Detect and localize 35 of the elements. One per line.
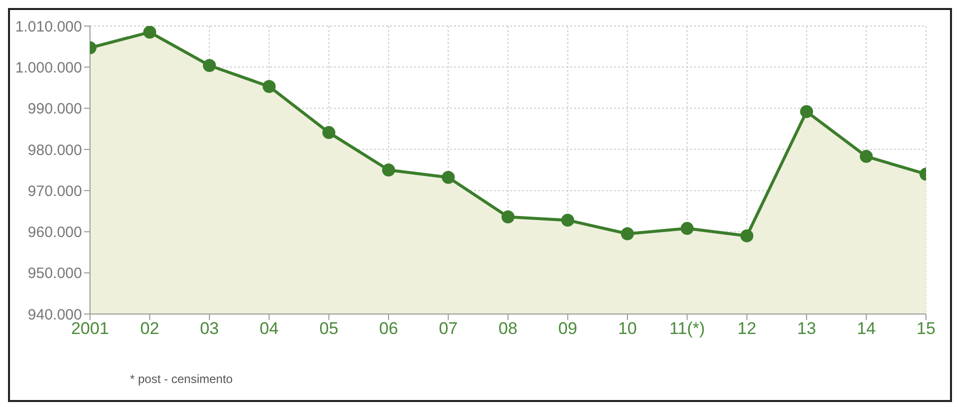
x-tick-label: 08 <box>498 319 518 338</box>
text: * post - censimento <box>130 372 233 386</box>
x-tick-label: 14 <box>856 319 876 338</box>
point <box>740 229 754 242</box>
x-tick-label: 09 <box>558 319 578 338</box>
x-tick-label: 12 <box>737 319 756 338</box>
x-tick-label: 15 <box>916 319 936 338</box>
y-tick-label: 1.010.000 <box>15 18 82 36</box>
x-tick-label: 11(*) <box>669 319 705 338</box>
x-tick-label: 05 <box>319 319 338 338</box>
y-tick-label: 950.000 <box>28 265 82 282</box>
point <box>620 227 634 240</box>
point <box>143 26 156 39</box>
point <box>382 164 396 176</box>
y-tick-label: 1.000.000 <box>15 59 82 76</box>
x-tick-label: 10 <box>618 319 637 338</box>
x-tick-label: 03 <box>200 319 219 338</box>
x-tick-label: 07 <box>438 319 458 338</box>
point <box>442 170 455 184</box>
point <box>561 214 574 227</box>
point <box>680 222 694 235</box>
y-tick-label: 970.000 <box>28 182 82 200</box>
point <box>800 105 814 118</box>
y-tick-label: 960.000 <box>28 224 82 242</box>
x-tick-label: 04 <box>260 319 279 338</box>
point <box>860 150 873 163</box>
x-tick-label: 13 <box>797 319 816 338</box>
point <box>502 210 514 224</box>
y-tick-label: 990.000 <box>28 100 82 118</box>
x-tick-label: 02 <box>140 319 160 338</box>
y-tick-label: 980.000 <box>28 142 82 159</box>
point <box>202 58 216 72</box>
x-tick-label: 06 <box>379 319 398 338</box>
point <box>322 126 336 140</box>
point <box>262 80 276 93</box>
